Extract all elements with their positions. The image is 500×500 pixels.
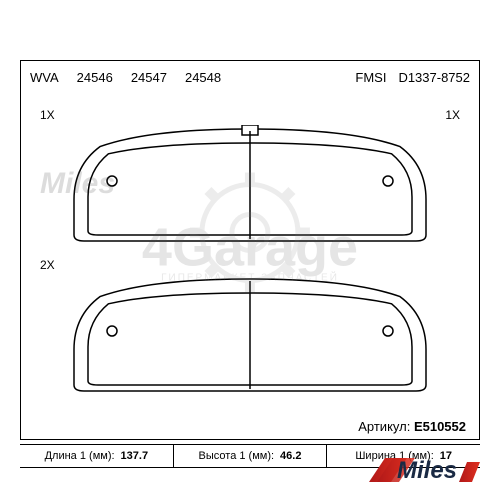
qty-top: 1X 1X bbox=[40, 108, 460, 122]
artikul-block: Артикул: E510552 bbox=[358, 419, 466, 434]
qty-bottom-left: 2X bbox=[40, 258, 55, 272]
spec-length-label: Длина 1 (мм): bbox=[45, 450, 115, 462]
qty-top-left: 1X bbox=[40, 108, 55, 122]
spec-length-value: 137.7 bbox=[121, 450, 149, 462]
brake-pad-top bbox=[70, 125, 430, 245]
fmsi-block: FMSI D1337-8752 bbox=[355, 70, 470, 85]
qty-top-right: 1X bbox=[445, 108, 460, 122]
wva-code-1: 24547 bbox=[131, 70, 167, 85]
fmsi-label: FMSI bbox=[355, 70, 386, 85]
fmsi-code: D1337-8752 bbox=[398, 70, 470, 85]
miles-logo-text: Miles bbox=[397, 457, 457, 484]
pad-bottom-wrap bbox=[70, 275, 430, 395]
spec-height: Высота 1 (мм): 46.2 bbox=[174, 445, 328, 467]
artikul-label: Артикул: bbox=[358, 419, 410, 434]
artikul-value: E510552 bbox=[414, 419, 466, 434]
wva-code-2: 24548 bbox=[185, 70, 221, 85]
miles-logo: Miles bbox=[367, 452, 482, 490]
pad-top-wrap bbox=[70, 125, 430, 245]
header-codes: WVA 24546 24547 24548 FMSI D1337-8752 bbox=[30, 70, 470, 85]
spec-length: Длина 1 (мм): 137.7 bbox=[20, 445, 174, 467]
wva-block: WVA 24546 24547 24548 bbox=[30, 70, 221, 85]
wva-code-0: 24546 bbox=[77, 70, 113, 85]
spec-height-value: 46.2 bbox=[280, 450, 301, 462]
qty-bottom: 2X bbox=[40, 258, 55, 272]
spec-height-label: Высота 1 (мм): bbox=[199, 450, 275, 462]
wva-label: WVA bbox=[30, 70, 59, 85]
brake-pad-bottom bbox=[70, 275, 430, 395]
